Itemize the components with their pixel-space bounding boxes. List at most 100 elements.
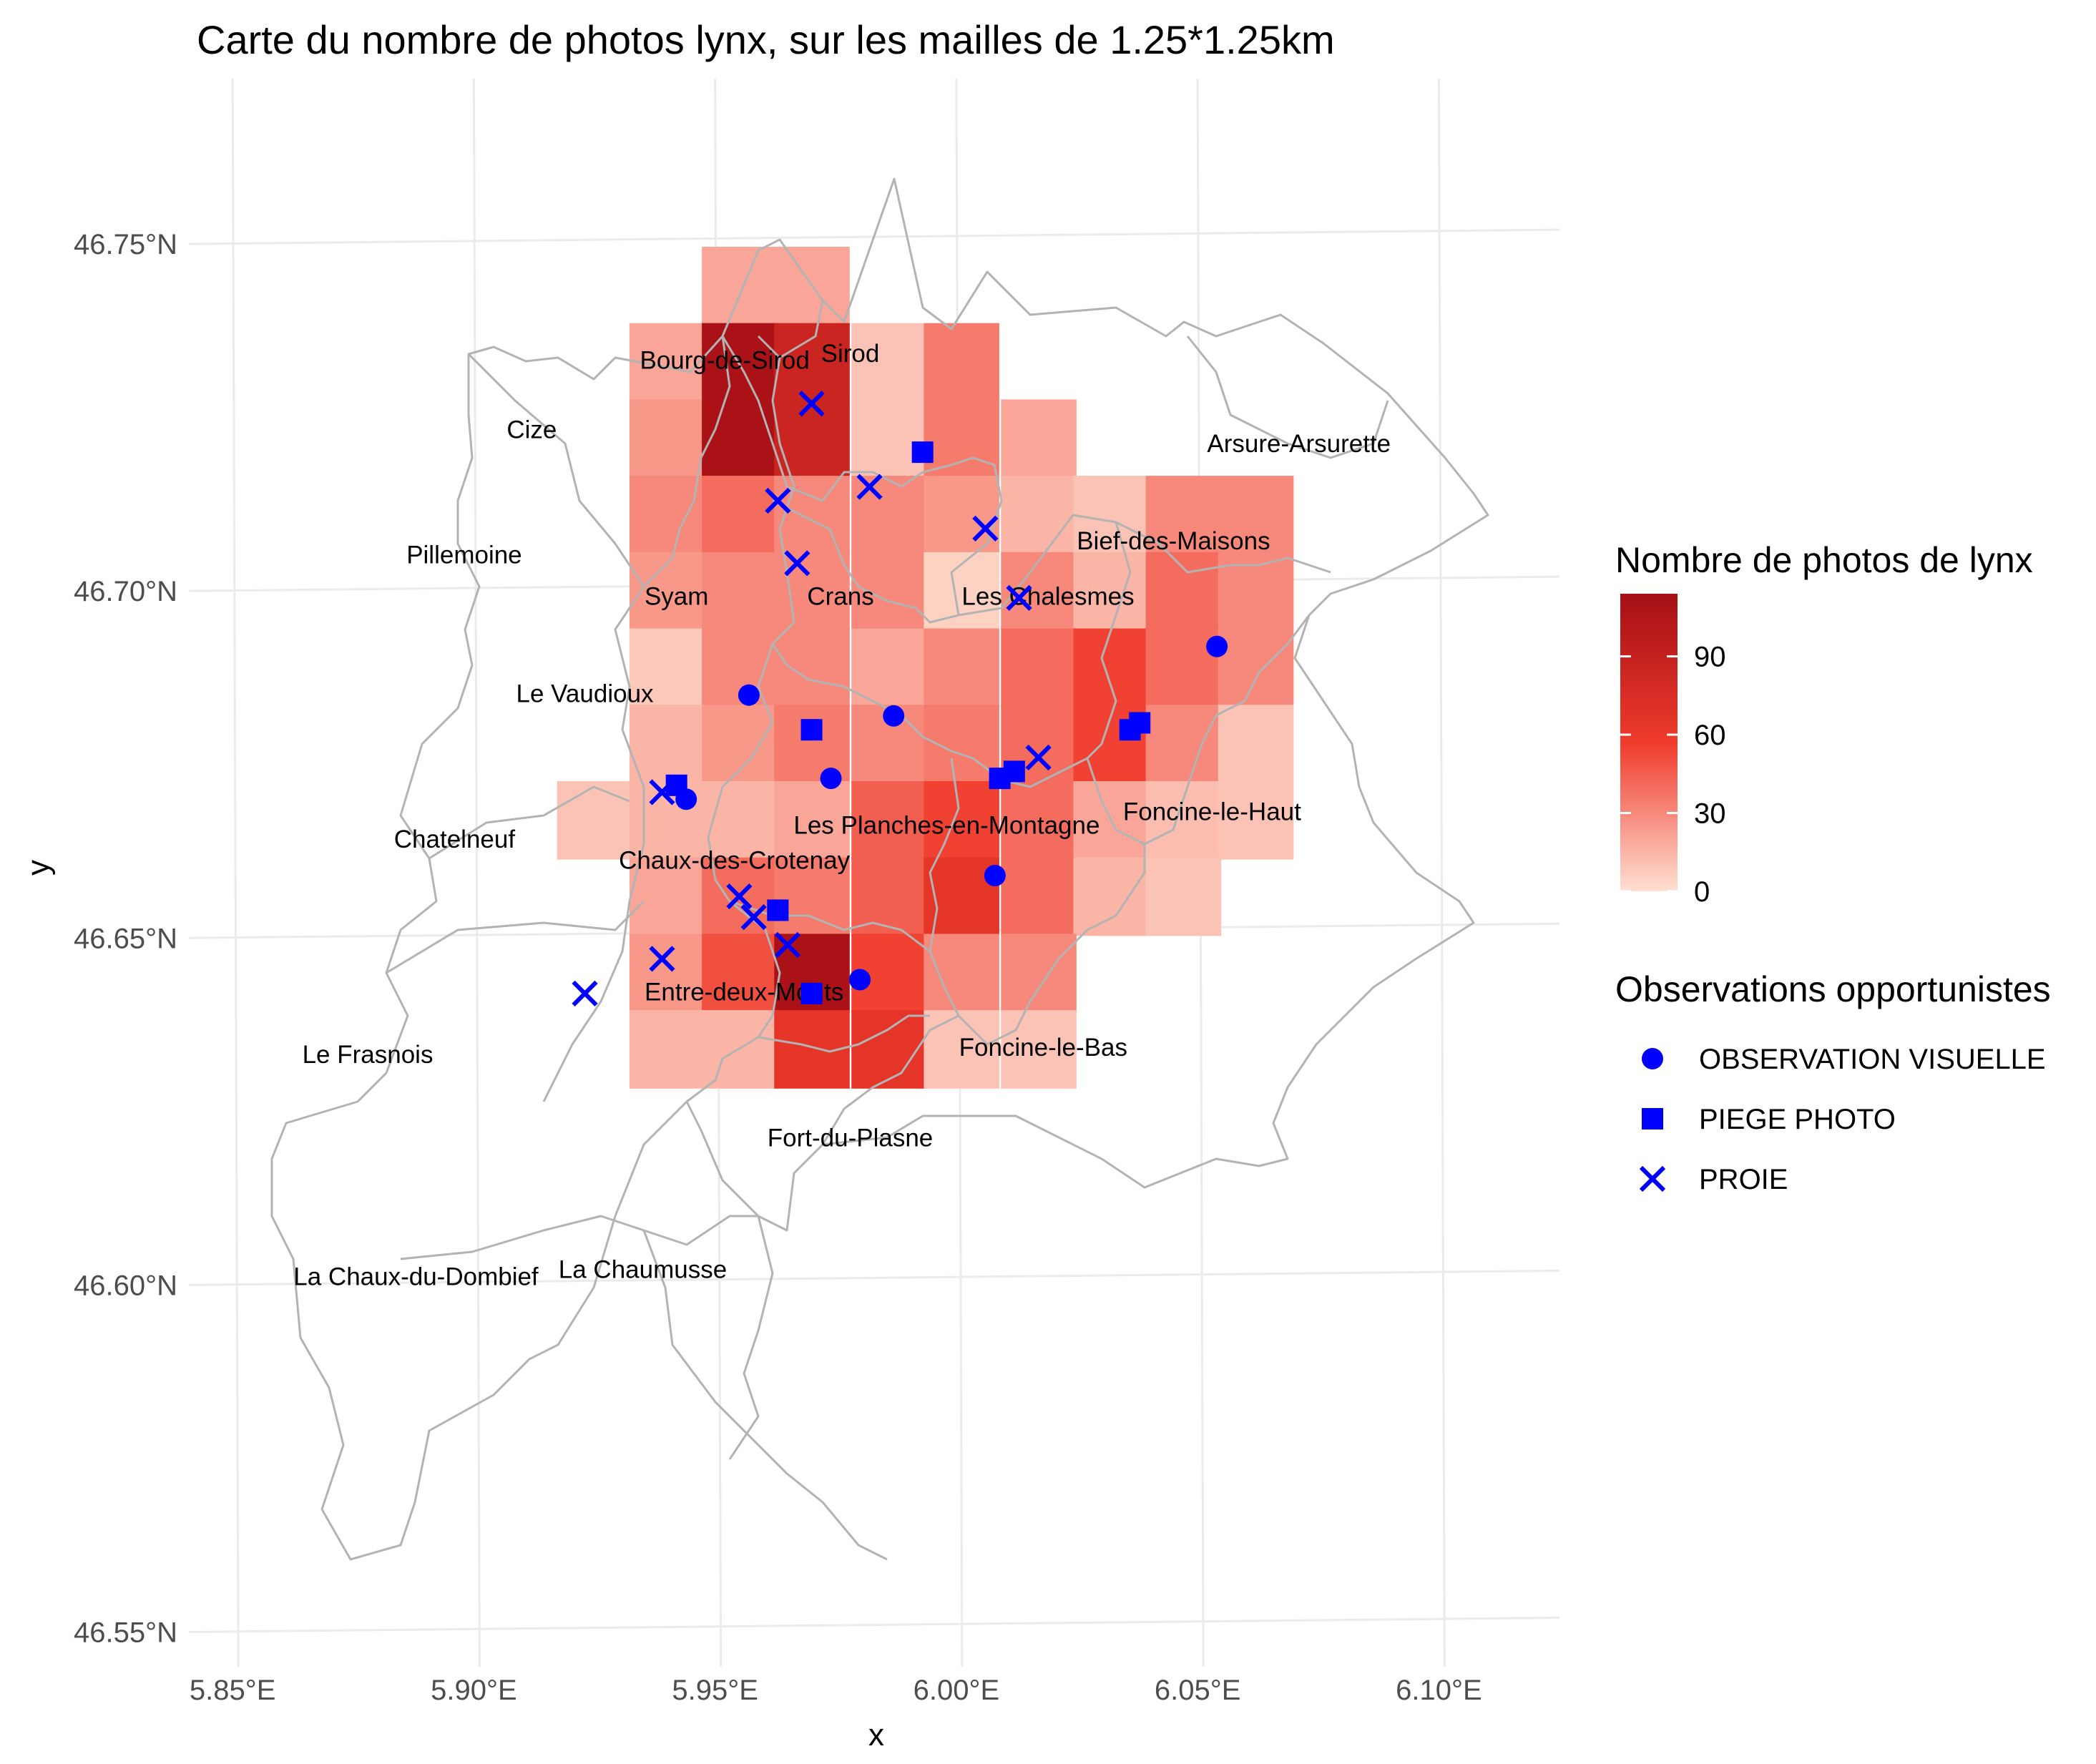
grid-cell-16	[851, 476, 927, 554]
grid-cell-35	[924, 628, 999, 707]
proie-marker	[774, 931, 800, 959]
x-tick-label: 5.90°E	[431, 1675, 517, 1706]
proie-marker	[784, 550, 811, 577]
commune-label: Cize	[506, 416, 557, 444]
grid-cell-4	[774, 323, 850, 402]
fill-legend-title: Nombre de photos de lynx	[1615, 540, 2033, 580]
x-axis-title: x	[868, 1718, 884, 1753]
grid-cell-64	[1001, 857, 1077, 936]
legend-key-square	[1642, 1108, 1663, 1130]
grid-cell-73	[629, 1010, 705, 1089]
grid-cell-76	[851, 1010, 927, 1089]
grid-cell-19	[1073, 476, 1150, 554]
proie-marker	[572, 980, 598, 1007]
commune-label: Le Vaudioux	[516, 680, 655, 707]
grid-cell-10	[851, 399, 927, 479]
commune-label: Les Planches-en-Montagne	[793, 812, 1100, 840]
grid-cell-39	[1218, 628, 1294, 707]
colorbar-tick-label: 0	[1694, 876, 1710, 908]
commune-label: Arsure-Arsurette	[1207, 430, 1391, 458]
commune-label: Foncine-le-Bas	[959, 1034, 1127, 1062]
commune-label: Les Chalesmes	[961, 583, 1134, 611]
grid-cell-31	[629, 628, 705, 707]
commune-label: Crans	[807, 583, 873, 611]
grid-cell-40	[629, 705, 705, 783]
observation-visuelle-marker	[738, 684, 760, 706]
legend: Nombre de photos de lynx 90 60 30 0 Observa…	[1615, 540, 2051, 1195]
proie-marker	[1025, 744, 1052, 771]
grid-cell-3	[702, 323, 778, 402]
grid-cell-71	[924, 934, 999, 1013]
proie-marker	[649, 779, 675, 805]
proie-marker	[649, 946, 675, 972]
grid-cell-12	[1001, 399, 1077, 479]
grid-cell-47	[1145, 705, 1222, 783]
x-tick-label: 5.85°E	[190, 1675, 276, 1706]
grid-cell-29	[1145, 552, 1222, 631]
grid-cell-77	[924, 1010, 999, 1089]
observation-visuelle-marker	[883, 705, 905, 727]
grid-cell-37	[1073, 628, 1150, 707]
proie-marker	[765, 487, 791, 514]
commune-label: Chatelneuf	[394, 825, 516, 853]
grid-cell-72	[1001, 934, 1077, 1013]
grid-cell-62	[851, 857, 927, 936]
grid-cell-53	[851, 781, 927, 860]
proie-marker	[798, 391, 825, 417]
grid-cell-78	[1001, 1010, 1077, 1089]
shape-legend-title: Observations opportunistes	[1615, 969, 2051, 1009]
grid-cell-20	[1145, 476, 1222, 554]
grid-cell-52	[774, 781, 850, 860]
observation-visuelle-marker	[849, 969, 871, 991]
grid-line-x-0	[231, 78, 240, 1667]
grid-cell-48	[1218, 705, 1294, 783]
shape-legend-label: PIEGE PHOTO	[1699, 1104, 1896, 1135]
colorbar-tick-label: 90	[1694, 642, 1726, 673]
commune-label: Syam	[645, 583, 708, 611]
colorbar-tick-label: 60	[1694, 720, 1726, 751]
commune-label: Sirod	[821, 340, 880, 368]
grid-cell-0	[702, 246, 778, 325]
grid-line-x-5	[1437, 78, 1446, 1667]
commune-label: La Chaumusse	[559, 1256, 727, 1284]
proie-marker	[740, 904, 767, 931]
y-tick-label: 46.55°N	[74, 1617, 177, 1648]
x-tick-label: 6.00°E	[914, 1675, 1000, 1706]
commune-label: Fort-du-Plasne	[768, 1124, 933, 1152]
grid-cell-59	[629, 857, 705, 936]
grid-cell-58	[1218, 781, 1294, 860]
grid-cell-18	[1001, 476, 1077, 554]
y-tick-label: 46.65°N	[74, 923, 177, 954]
grid-cell-23	[702, 552, 778, 631]
piege-photo-marker	[800, 982, 823, 1004]
proie-marker	[726, 883, 753, 910]
grid-cell-14	[702, 476, 778, 554]
grid-cell-33	[774, 628, 850, 707]
commune-label: Bourg-de-Sirod	[640, 347, 809, 375]
y-tick-label: 46.75°N	[74, 229, 177, 260]
grid-cell-61	[774, 857, 850, 936]
grid-cell-49	[557, 781, 633, 860]
grid-cell-36	[1001, 628, 1077, 707]
grid-cell-65	[1073, 857, 1150, 936]
photo-count-cells	[557, 246, 1294, 1089]
grid-cell-55	[1001, 781, 1077, 860]
grid-cell-5	[851, 323, 927, 402]
commune-label: La Chaux-du-Dombief	[293, 1263, 539, 1290]
chart-title: Carte du nombre de photos lynx, sur les …	[197, 17, 1335, 62]
grid-cell-9	[774, 399, 850, 479]
proie-marker	[1006, 584, 1032, 611]
grid-line-y-4	[188, 1616, 1560, 1633]
grid-cell-41	[702, 705, 778, 783]
grid-line-x-1	[472, 78, 481, 1667]
y-tick-label: 46.70°N	[74, 576, 177, 607]
grid-cell-30	[1218, 552, 1294, 631]
grid-cell-28	[1073, 552, 1150, 631]
piege-photo-marker	[989, 768, 1011, 790]
grid-cell-8	[702, 399, 778, 479]
grid-cell-25	[851, 552, 927, 631]
observation-visuelle-marker	[820, 768, 842, 790]
y-axis-title: y	[21, 860, 56, 876]
axes: 5.85°E 5.90°E 5.95°E 6.00°E 6.05°E 6.10°E 46.…	[21, 229, 1482, 1753]
grid-cell-22	[629, 552, 705, 631]
